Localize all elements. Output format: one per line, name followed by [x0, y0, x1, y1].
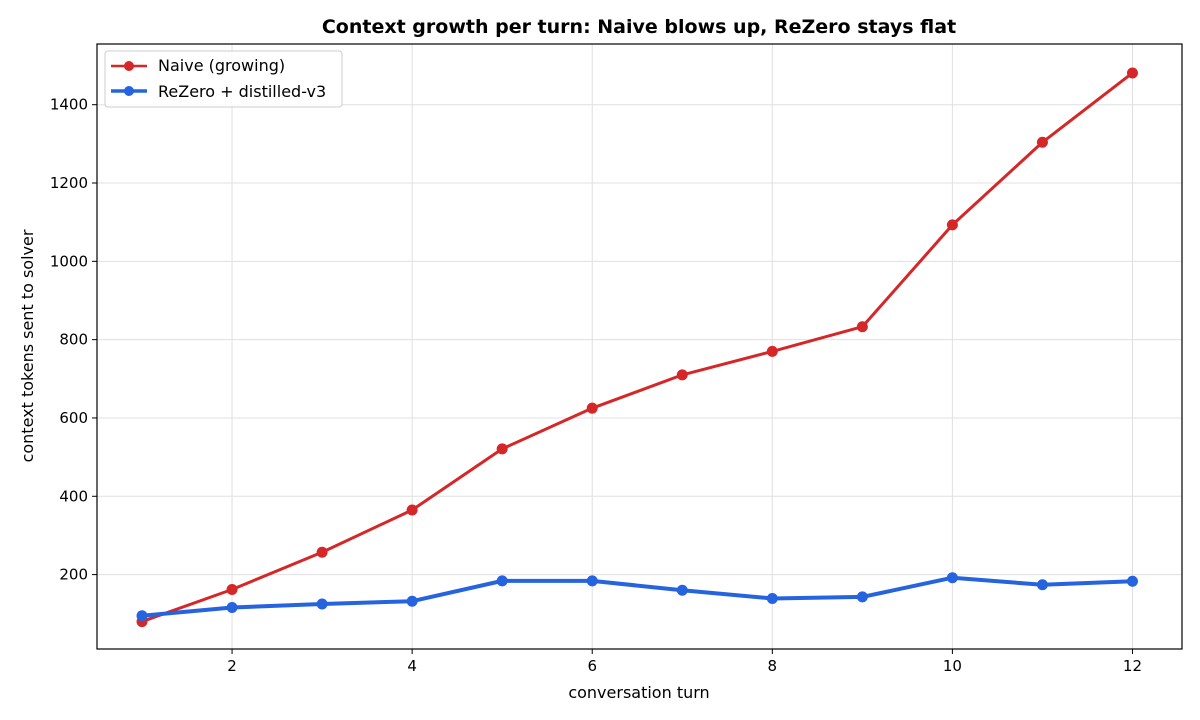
grid-lines	[97, 44, 1182, 649]
data-point	[676, 369, 688, 381]
series-lines	[136, 67, 1138, 628]
data-point	[316, 546, 328, 558]
data-point	[406, 595, 418, 607]
y-axis-label: context tokens sent to solver	[18, 229, 37, 462]
data-point	[316, 598, 328, 610]
data-point	[766, 345, 778, 357]
y-axis-ticks: 200 400 600 800 1000 1200 1400	[50, 96, 97, 584]
y-tick-label: 200	[59, 566, 88, 584]
legend-label-naive: Naive (growing)	[158, 56, 285, 75]
x-tick-label: 2	[227, 657, 237, 675]
data-point	[496, 443, 508, 455]
x-tick-label: 10	[943, 657, 962, 675]
legend-box	[104, 50, 343, 108]
x-axis-label: conversation turn	[568, 683, 709, 702]
x-tick-label: 6	[587, 657, 597, 675]
data-point	[496, 575, 508, 587]
plot-frame	[96, 43, 1183, 650]
x-axis-ticks: 2 4 6 8 10 12	[227, 649, 1142, 675]
data-point	[1126, 575, 1138, 587]
data-point	[676, 584, 688, 596]
x-tick-label: 12	[1123, 657, 1142, 675]
data-point	[946, 219, 958, 231]
data-point	[1036, 579, 1048, 591]
y-tick-label: 1200	[50, 174, 88, 192]
data-point	[946, 572, 958, 584]
data-point	[586, 402, 598, 414]
data-point	[226, 583, 238, 595]
series-line	[141, 575, 1133, 618]
x-tick-label: 4	[407, 657, 417, 675]
data-point	[136, 610, 148, 622]
legend-label-rezero: ReZero + distilled-v3	[158, 82, 326, 101]
legend-marker-rezero	[124, 86, 134, 96]
data-point	[1036, 136, 1048, 148]
legend: Naive (growing) ReZero + distilled-v3	[104, 50, 343, 108]
data-point	[226, 601, 238, 613]
legend-marker-naive	[124, 61, 134, 71]
data-point	[766, 592, 778, 604]
data-point	[856, 321, 868, 333]
series-1	[136, 572, 1138, 622]
chart-title: Context growth per turn: Naive blows up,…	[322, 16, 956, 38]
data-point	[586, 575, 598, 587]
y-tick-label: 600	[59, 409, 88, 427]
data-point	[1126, 67, 1138, 79]
y-tick-label: 800	[59, 331, 88, 349]
data-point	[406, 504, 418, 516]
y-tick-label: 1000	[50, 252, 88, 270]
series-0	[136, 67, 1138, 628]
data-point	[856, 591, 868, 603]
y-tick-label: 1400	[50, 96, 88, 114]
series-line	[141, 71, 1134, 624]
y-tick-label: 400	[59, 487, 88, 505]
axes	[96, 43, 1183, 650]
x-tick-label: 8	[768, 657, 778, 675]
